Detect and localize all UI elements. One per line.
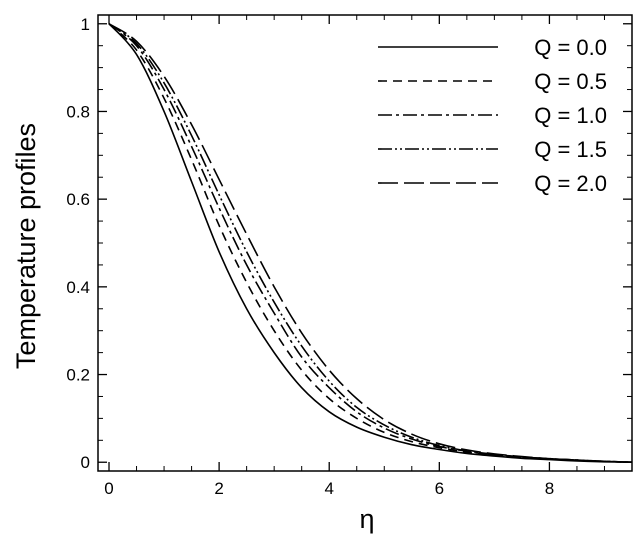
series-lines [108, 23, 633, 464]
legend-label-3: Q = 1.5 [534, 137, 607, 162]
y-tick-label: 0.8 [66, 102, 90, 121]
x-axis-title: η [359, 504, 374, 534]
x-tick-label: 4 [324, 479, 333, 498]
x-tick-label: 2 [214, 479, 223, 498]
series-line-4 [108, 23, 633, 464]
x-tick-label: 6 [435, 479, 444, 498]
x-tick-label: 8 [545, 479, 554, 498]
y-axis-title: Temperature profiles [11, 123, 41, 369]
axis-ticks [98, 15, 632, 471]
y-tick-label: 1 [81, 15, 90, 34]
legend-label-2: Q = 1.0 [534, 103, 607, 128]
axis-tick-labels: 0 2 4 6 8 0 0.2 0.4 0.6 0.8 1 [66, 15, 554, 498]
y-tick-label: 0 [81, 453, 90, 472]
legend-label-0: Q = 0.0 [534, 35, 607, 60]
y-tick-label: 0.4 [66, 278, 90, 297]
legend: Q = 0.0 Q = 0.5 Q = 1.0 Q = 1.5 Q = 2.0 [378, 35, 607, 196]
legend-label-4: Q = 2.0 [534, 171, 607, 196]
x-tick-label: 0 [104, 479, 113, 498]
legend-label-1: Q = 0.5 [534, 69, 607, 94]
series-line-2 [108, 23, 633, 464]
y-tick-label: 0.6 [66, 190, 90, 209]
y-tick-label: 0.2 [66, 366, 90, 385]
